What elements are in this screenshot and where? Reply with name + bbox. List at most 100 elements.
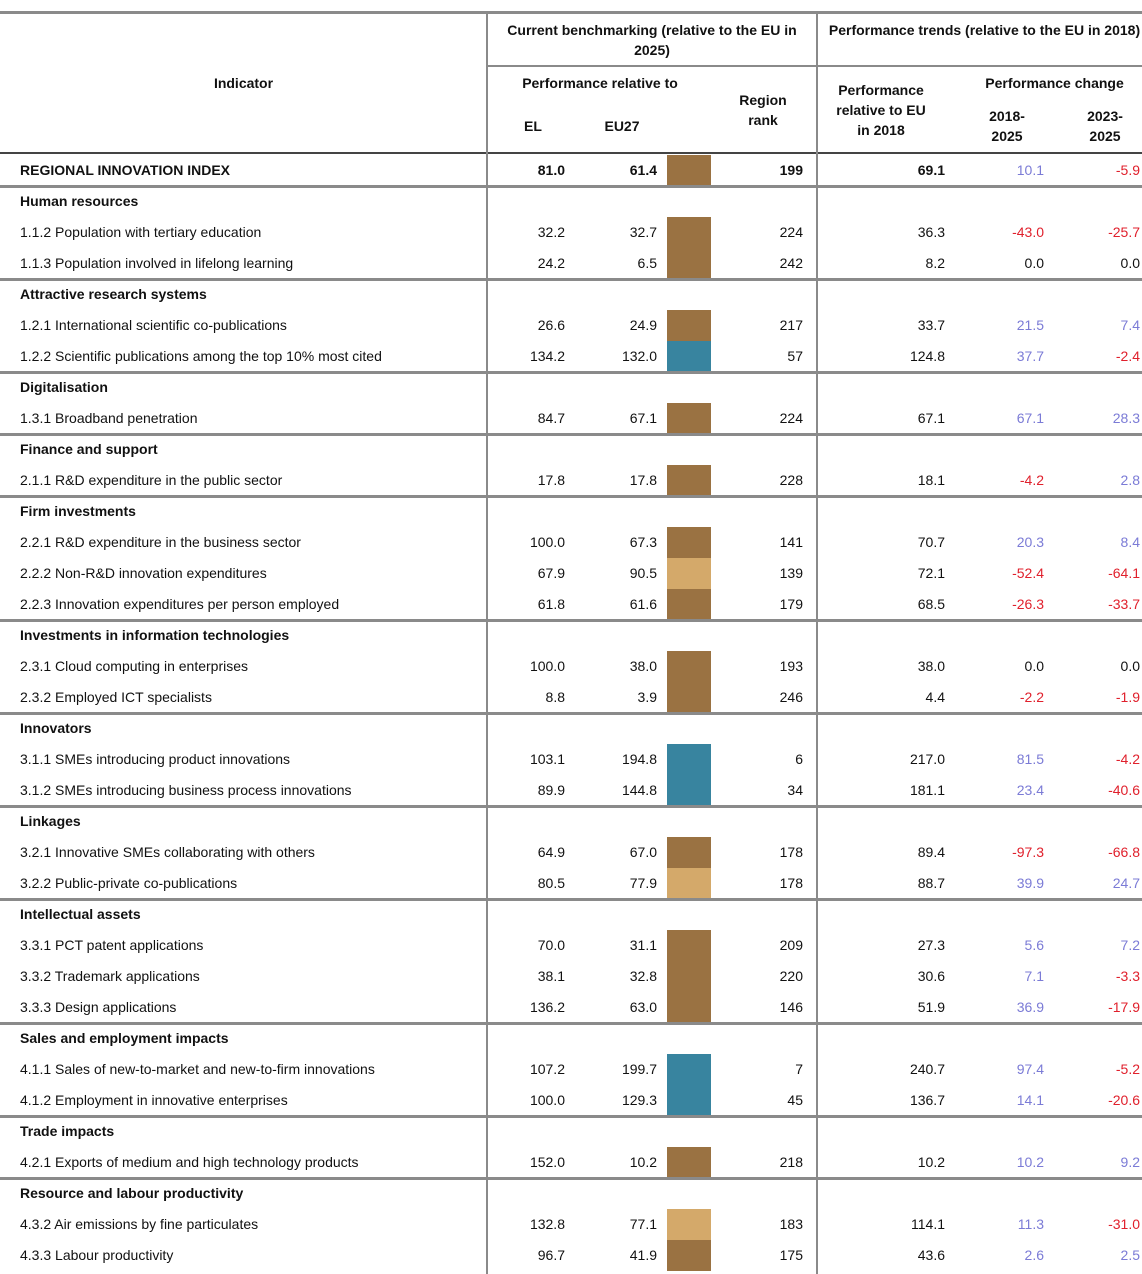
col-divider (486, 11, 488, 1274)
header: Indicator (213, 75, 274, 91)
change-2023-2025: 0.0 (1120, 255, 1140, 271)
eu27-value: 63.0 (629, 999, 657, 1015)
el-value: 81.0 (537, 162, 565, 178)
perf-2018: 43.6 (917, 1247, 945, 1263)
change-2023-2025: -66.8 (1108, 844, 1140, 860)
change-2018-2025: 14.1 (1016, 1092, 1044, 1108)
perf-2018: 136.7 (909, 1092, 945, 1108)
region-rank: 57 (787, 348, 803, 364)
indicator-label: 3.3.3 Design applications (20, 999, 177, 1015)
eu27-value: 38.0 (629, 658, 657, 674)
change-2023-2025: -20.6 (1108, 1092, 1140, 1108)
group-rule (0, 712, 1142, 715)
change-2018-2025: 11.3 (1017, 1216, 1044, 1232)
group-name: Attractive research systems (20, 286, 207, 302)
region-rank: 246 (779, 689, 803, 705)
region-rank: 45 (787, 1092, 803, 1108)
change-2023-2025: 7.4 (1120, 317, 1140, 333)
header: EL (524, 118, 542, 134)
group-name: Resource and labour productivity (20, 1185, 244, 1201)
change-2023-2025: 0.0 (1120, 658, 1140, 674)
rating-swatch (667, 465, 711, 496)
top-rule (0, 11, 1142, 14)
group-name: Sales and employment impacts (20, 1030, 229, 1046)
eu27-value: 90.5 (629, 565, 657, 581)
eu27-value: 67.1 (629, 410, 657, 426)
perf-2018: 89.4 (917, 844, 945, 860)
region-rank: 183 (779, 1216, 803, 1232)
region-rank: 209 (779, 937, 803, 953)
change-2023-2025: -33.7 (1108, 596, 1140, 612)
change-2018-2025: 81.5 (1016, 751, 1044, 767)
indicator-label: 3.3.2 Trademark applications (20, 968, 200, 984)
el-value: 136.2 (529, 999, 565, 1015)
group-name: Linkages (20, 813, 81, 829)
header: Performance change (985, 75, 1124, 91)
perf-2018: 36.3 (917, 224, 945, 240)
rating-swatch (667, 403, 711, 434)
region-rank: 220 (779, 968, 803, 984)
header: Performance relative to (522, 75, 678, 91)
indicator-label: 3.1.1 SMEs introducing product innovatio… (20, 751, 291, 767)
change-2018-2025: 39.9 (1016, 875, 1044, 891)
el-value: 100.0 (529, 534, 565, 550)
change-2023-2025: -25.7 (1108, 224, 1140, 240)
eu27-value: 77.1 (629, 1216, 657, 1232)
group-name: Human resources (20, 193, 139, 209)
rating-swatch (667, 744, 711, 775)
indicator-label: 2.3.2 Employed ICT specialists (20, 689, 212, 705)
change-2018-2025: 7.1 (1024, 968, 1044, 984)
region-rank: 34 (787, 782, 803, 798)
region-rank: 224 (779, 224, 803, 240)
region-rank: 139 (779, 565, 803, 581)
perf-2018: 68.5 (917, 596, 945, 612)
perf-2018: 8.2 (925, 255, 945, 271)
eu27-value: 3.9 (637, 689, 657, 705)
change-2018-2025: 2.6 (1024, 1247, 1044, 1263)
eu27-value: 31.1 (629, 937, 657, 953)
rating-swatch (667, 155, 711, 186)
change-2018-2025: -26.3 (1012, 596, 1044, 612)
perf-2018: 217.0 (909, 751, 945, 767)
change-2018-2025: 0.0 (1024, 255, 1044, 271)
change-2023-2025: 9.2 (1120, 1154, 1140, 1170)
group-rule (0, 185, 1142, 188)
region-rank: 242 (779, 255, 803, 271)
region-rank: 7 (795, 1061, 803, 1077)
perf-2018: 181.1 (909, 782, 945, 798)
change-2018-2025: 21.5 (1016, 317, 1044, 333)
change-2023-2025: 8.4 (1120, 534, 1140, 550)
change-2018-2025: 10.1 (1016, 162, 1044, 178)
eu27-value: 77.9 (629, 875, 657, 891)
eu27-value: 32.7 (629, 224, 657, 240)
change-2018-2025: -52.4 (1012, 565, 1044, 581)
header: Current benchmarking (relative to the EU… (507, 22, 797, 58)
eu27-value: 17.8 (629, 472, 657, 488)
change-2018-2025: -4.2 (1019, 472, 1044, 488)
rating-swatch (667, 868, 711, 899)
eu27-value: 199.7 (621, 1061, 657, 1077)
change-2018-2025: -2.2 (1019, 689, 1044, 705)
region-rank: 146 (779, 999, 803, 1015)
header: Region rank (739, 92, 787, 128)
change-2023-2025: 7.2 (1120, 937, 1140, 953)
el-value: 132.8 (529, 1216, 565, 1232)
eu27-value: 132.0 (621, 348, 657, 364)
el-value: 67.9 (537, 565, 565, 581)
indicator-label: 2.2.2 Non-R&D innovation expenditures (20, 565, 267, 581)
indicator-label: 1.1.3 Population involved in lifelong le… (20, 255, 294, 271)
perf-2018: 27.3 (917, 937, 945, 953)
group-name: Firm investments (20, 503, 136, 519)
group-name: Innovators (20, 720, 92, 736)
el-value: 100.0 (529, 658, 565, 674)
indicator-label: 1.3.1 Broadband penetration (20, 410, 198, 426)
el-value: 84.7 (537, 410, 565, 426)
eu27-value: 10.2 (629, 1154, 657, 1170)
rating-swatch (667, 217, 711, 248)
change-2023-2025: -40.6 (1108, 782, 1140, 798)
rating-swatch (667, 310, 711, 341)
perf-2018: 67.1 (917, 410, 945, 426)
group-rule (0, 1022, 1142, 1025)
change-2023-2025: -17.9 (1108, 999, 1140, 1015)
rating-swatch (667, 1085, 711, 1116)
